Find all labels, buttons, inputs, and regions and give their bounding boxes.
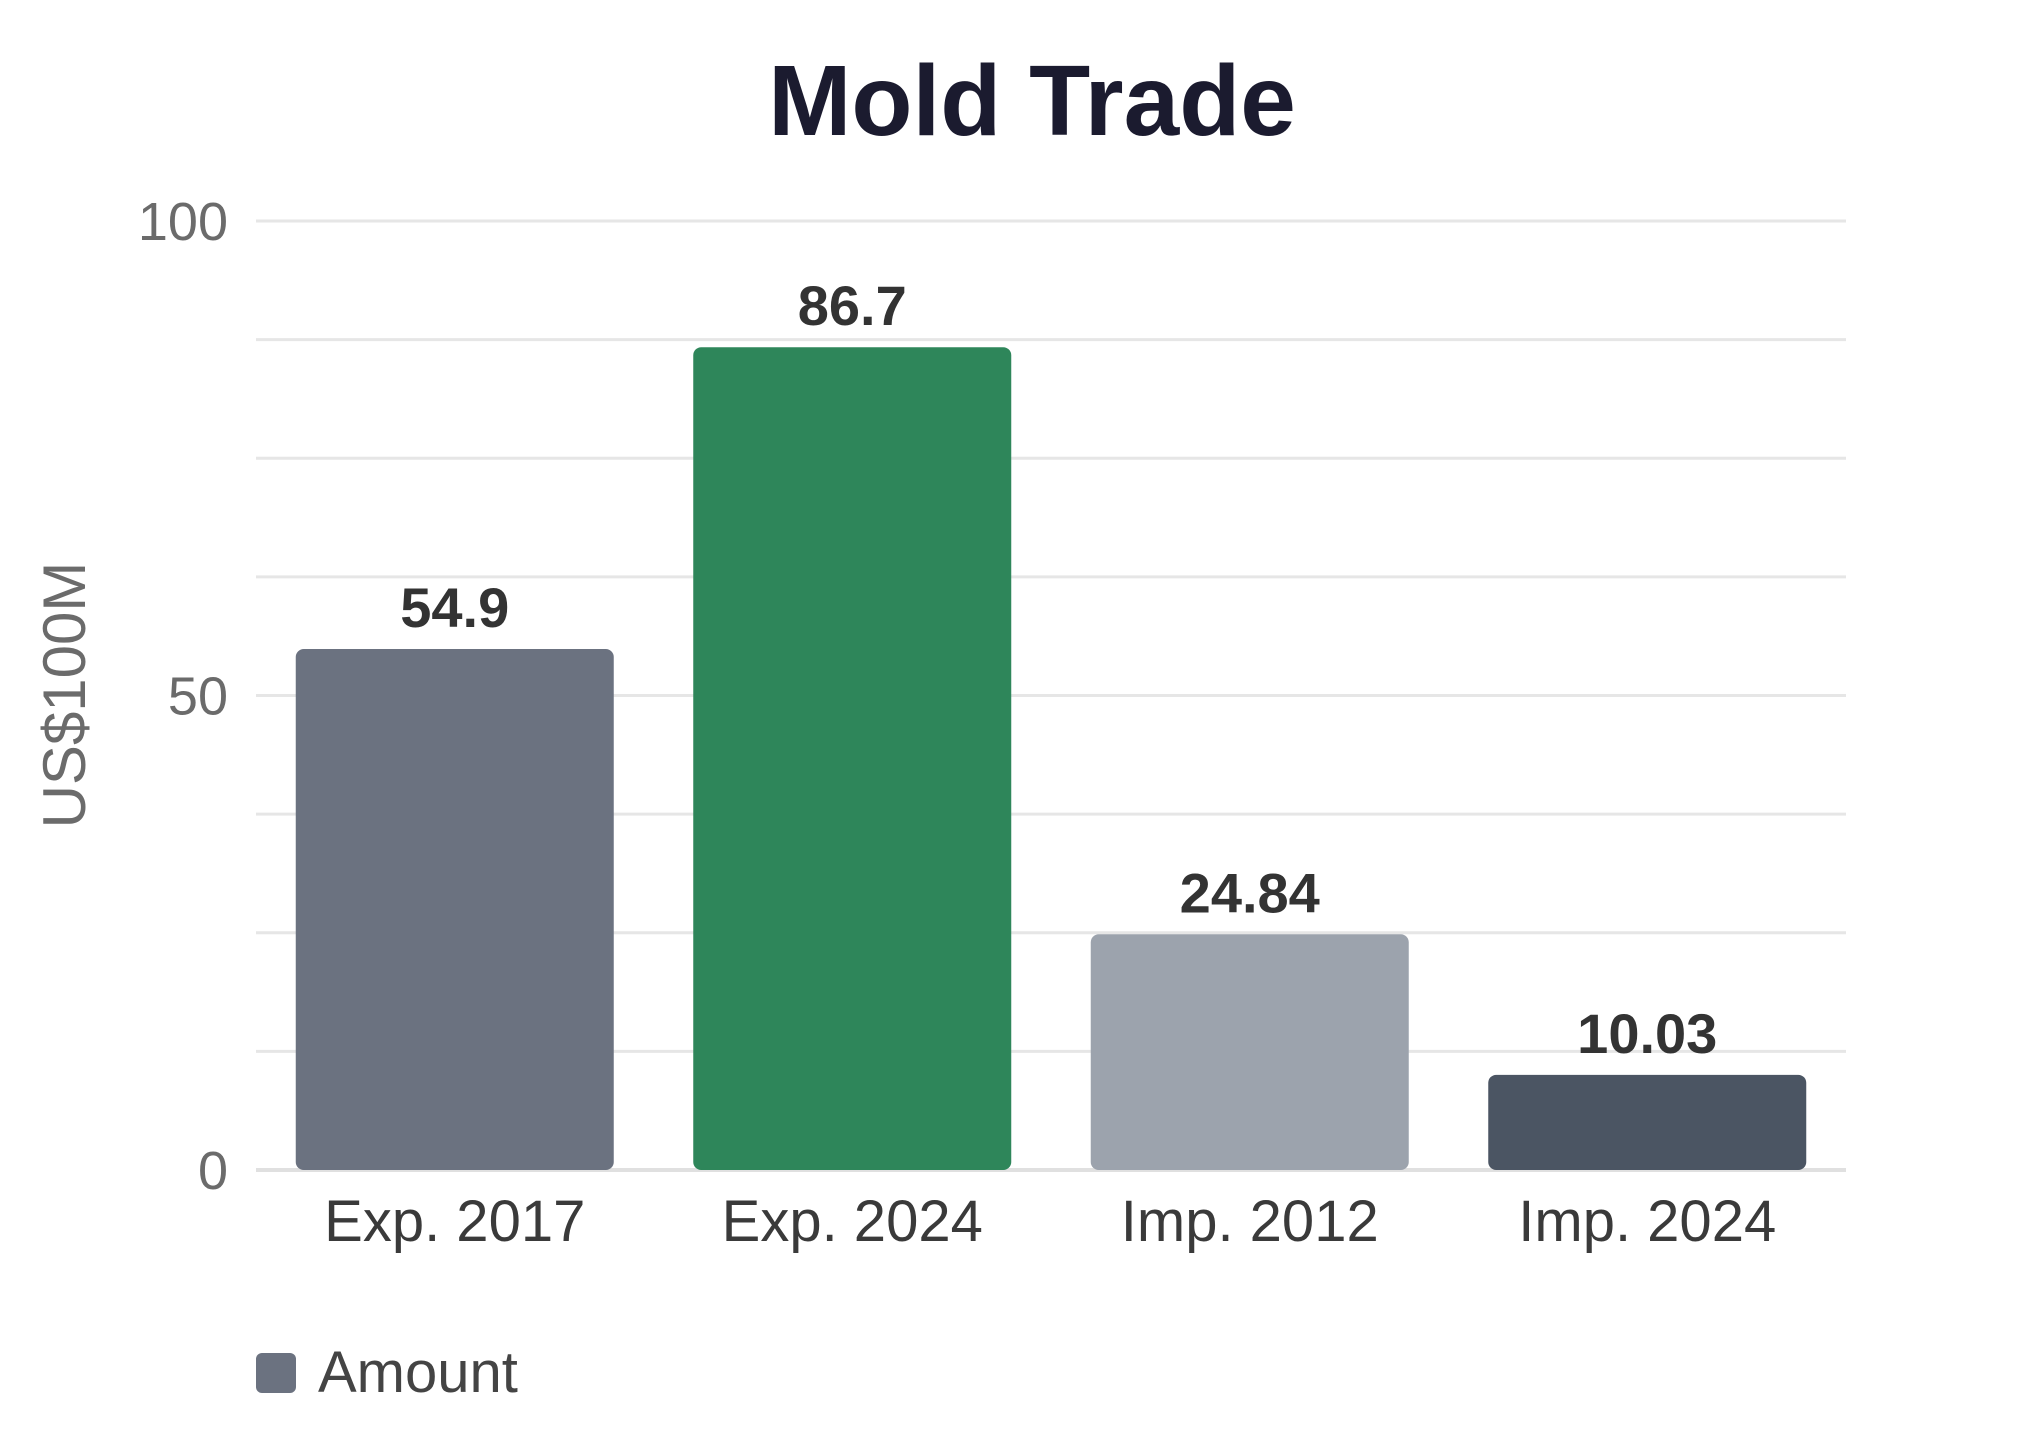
y-axis-ticks: 0 50 100 xyxy=(138,192,228,1201)
bars xyxy=(295,347,1807,1170)
x-tick-label: Exp. 2024 xyxy=(722,1189,983,1254)
x-tick-label: Imp. 2024 xyxy=(1518,1189,1776,1254)
bar xyxy=(1090,934,1409,1170)
bar xyxy=(295,648,614,1170)
y-tick-label: 0 xyxy=(198,1141,228,1201)
bar xyxy=(693,347,1012,1170)
y-tick-label: 100 xyxy=(138,192,228,252)
y-axis-label: US$100M xyxy=(31,562,98,829)
bar-value-label: 86.7 xyxy=(798,274,907,337)
y-tick-label: 50 xyxy=(168,667,228,727)
x-tick-label: Exp. 2017 xyxy=(324,1189,585,1254)
bar-value-label: 54.9 xyxy=(400,576,509,639)
bar-value-label: 10.03 xyxy=(1577,1002,1717,1065)
legend-swatch-amount xyxy=(256,1353,296,1393)
data-labels: 54.9 86.7 24.84 10.03 xyxy=(400,274,1717,1065)
x-tick-label: Imp. 2012 xyxy=(1121,1189,1379,1254)
legend-label-amount: Amount xyxy=(318,1340,518,1405)
bar xyxy=(1488,1074,1807,1170)
x-axis-ticks: Exp. 2017 Exp. 2024 Imp. 2012 Imp. 2024 xyxy=(324,1189,1776,1254)
chart-title: Mold Trade xyxy=(768,45,1296,157)
legend: Amount xyxy=(256,1340,518,1405)
bar-value-label: 24.84 xyxy=(1180,861,1320,924)
